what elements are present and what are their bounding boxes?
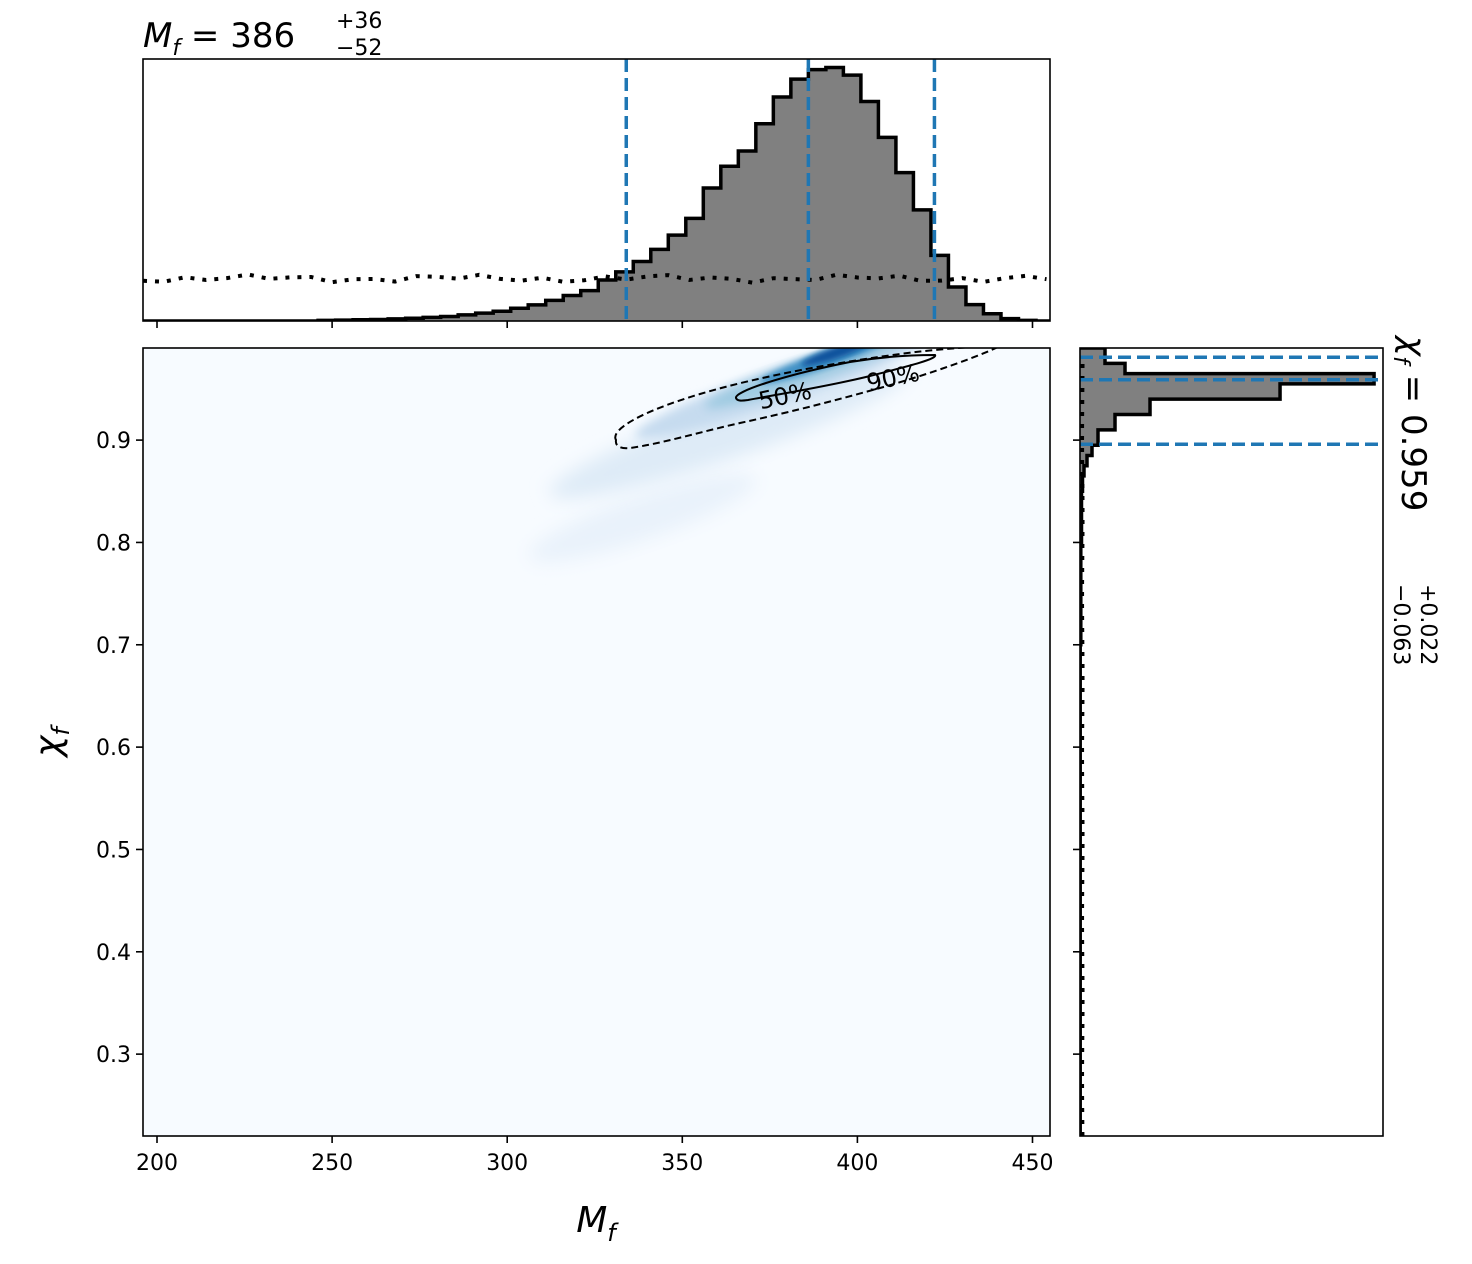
chi-lower-error: −0.063 (1388, 584, 1413, 665)
mf-panel-x-ticks (156, 321, 1034, 328)
mf-upper-error: +36 (336, 9, 382, 34)
x-tick-label: 400 (836, 1151, 878, 1176)
y-tick-label: 0.8 (96, 531, 131, 556)
mf-summary-title: Mf = 386 (143, 16, 295, 61)
y-axis-ticks: 0.3 0.4 0.5 0.6 0.7 0.8 0.9 (96, 429, 143, 1068)
y-tick-label: 0.5 (96, 838, 131, 863)
mf-lower-error: −52 (336, 36, 382, 61)
y-tick-label: 0.6 (96, 736, 131, 761)
x-tick-label: 250 (311, 1151, 353, 1176)
chi-summary-title: χf = 0.959 (1388, 334, 1433, 511)
mf-prior-dotted-line (143, 272, 1047, 285)
chi-histogram-fill (1080, 348, 1375, 1136)
contour-50-percent (735, 353, 937, 402)
x-axis-ticks: 200 250 300 350 400 450 (136, 1136, 1053, 1176)
density-peak (801, 348, 874, 366)
mf-histogram-fill (143, 67, 1050, 321)
mf-marginal-panel (142, 58, 1051, 328)
chi-upper-error: +0.022 (1415, 584, 1440, 665)
y-tick-label: 0.9 (96, 429, 131, 454)
density-heatmap (528, 348, 999, 563)
x-tick-label: 350 (661, 1151, 703, 1176)
y-tick-label: 0.4 (96, 941, 131, 966)
chi-panel-y-ticks (1073, 439, 1080, 1055)
density-tail-faint (528, 473, 757, 563)
density-outer (549, 365, 910, 499)
mf-quantile-lines (624, 59, 937, 321)
chi-histogram-outline (1080, 348, 1376, 1136)
contour-90-percent (614, 348, 999, 450)
y-tick-label: 0.7 (96, 634, 131, 659)
joint-density-panel: 50% 90% 200 250 300 350 400 450 0.30.40.50.60… (96, 347, 1053, 1176)
mf-panel-frame (142, 58, 1051, 322)
x-tick-label: 200 (136, 1151, 178, 1176)
y-tick-label: 0.3 (96, 1043, 131, 1068)
chi-quantile-lines (1080, 355, 1383, 446)
x-tick-label: 300 (486, 1151, 528, 1176)
chi-summary-title-group: χf = 0.959 +0.022 −0.063 (1388, 334, 1440, 665)
joint-panel-frame (142, 347, 1051, 1137)
y-axis-label: χf (28, 724, 75, 759)
x-axis-label: Mf (576, 1200, 619, 1247)
mf-histogram-outline (143, 65, 1050, 321)
chi-marginal-panel (1073, 347, 1384, 1137)
chi-panel-frame (1079, 347, 1384, 1137)
chi-panel-background (1080, 348, 1383, 1136)
x-tick-label: 450 (1011, 1151, 1053, 1176)
